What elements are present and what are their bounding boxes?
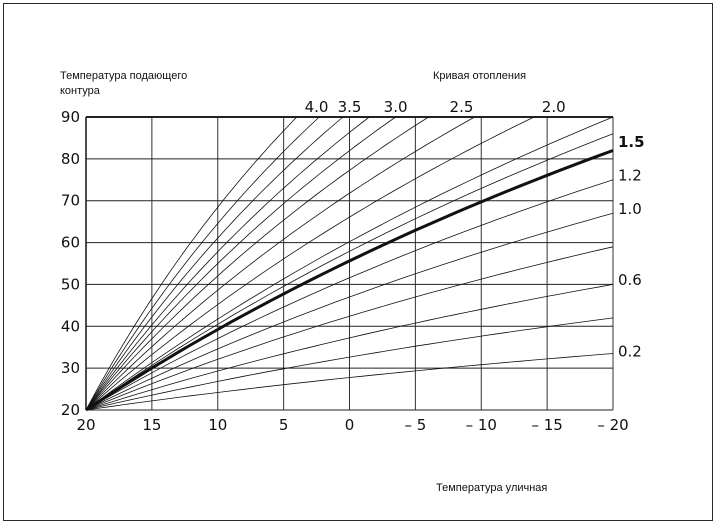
x-tick-label: 15	[142, 416, 161, 434]
y-tick-label: 50	[61, 275, 80, 293]
curve-1-0	[85, 212, 614, 411]
y-tick-label: 20	[61, 401, 80, 419]
curve-label-right: 0.6	[618, 271, 642, 289]
x-tick-label: – 5	[404, 416, 426, 434]
grid	[85, 116, 614, 411]
y-axis-label-line1: Температура подающего	[60, 70, 187, 82]
curve-label-right: 1.2	[618, 167, 642, 185]
curve-2-5	[85, 116, 475, 411]
x-tick-label: 0	[345, 416, 355, 434]
curve-2-0	[85, 116, 614, 411]
curve-label-right: 0.2	[618, 342, 642, 360]
x-tick-label: – 20	[597, 416, 628, 434]
curve-label-top: 4.0	[305, 98, 329, 116]
curves	[85, 116, 614, 412]
curve-2-75	[85, 116, 429, 411]
curve-3-5	[85, 116, 344, 411]
curve-0-6	[85, 284, 614, 411]
x-tick-label: 20	[76, 416, 95, 434]
curve-0-4	[85, 317, 614, 411]
x-tick-label: – 10	[466, 416, 497, 434]
curve-3-0	[85, 116, 396, 411]
y-tick-label: 80	[61, 150, 80, 168]
x-tick-label: – 15	[531, 416, 562, 434]
curve-0-2	[85, 353, 614, 411]
x-tick-label: 5	[279, 416, 289, 434]
curve-2-25	[85, 116, 535, 411]
chart-frame	[3, 3, 713, 521]
x-tick-label: 10	[208, 416, 227, 434]
curve-1-5	[85, 149, 614, 412]
y-tick-label: 70	[61, 192, 80, 210]
curve-label-right: 1.0	[618, 200, 642, 218]
curve-4-0	[85, 116, 298, 411]
curve-label-top: 2.5	[450, 98, 474, 116]
curves-title: Кривая отопления	[433, 70, 526, 82]
curve-label-top: 2.0	[542, 98, 566, 116]
y-tick-label: 60	[61, 234, 80, 252]
y-tick-label: 40	[61, 317, 80, 335]
y-axis-label-line2: контура	[60, 85, 101, 97]
curve-3-25	[85, 116, 370, 411]
curve-label-right: 1.5	[618, 133, 645, 151]
y-tick-label: 90	[61, 108, 80, 126]
curve-0-8	[85, 246, 614, 411]
curve-1-2	[85, 179, 614, 411]
curve-label-top: 3.5	[338, 98, 362, 116]
curve-1-75	[85, 133, 614, 411]
curve-label-top: 3.0	[384, 98, 408, 116]
y-tick-label: 30	[61, 359, 80, 377]
curve-3-75	[85, 116, 320, 411]
x-axis-label: Температура уличная	[436, 482, 547, 494]
